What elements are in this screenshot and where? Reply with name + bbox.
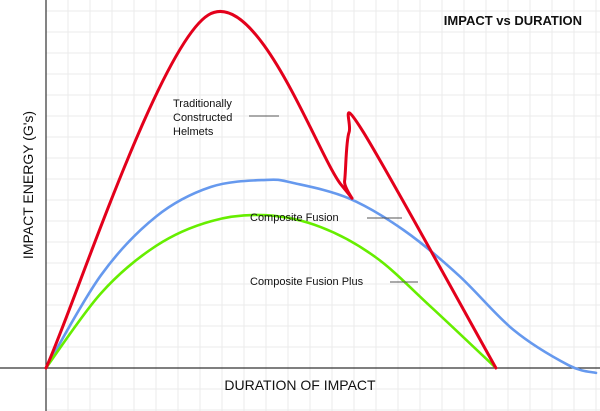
annotations: Traditionally Constructed Helmets Composite… xyxy=(173,98,364,288)
series-composite-fusion-line xyxy=(44,178,598,375)
grid xyxy=(46,0,600,411)
x-axis-label: DURATION OF IMPACT xyxy=(224,377,376,393)
series-lines xyxy=(44,10,598,375)
annotation-leaders xyxy=(249,115,418,283)
annotation-composite-fusion-line: Composite Fusion xyxy=(250,212,339,224)
annotation-traditional-line: Helmets xyxy=(173,126,214,138)
series-traditional-line xyxy=(44,10,498,370)
annotation-composite-fusion-plus-line: Composite Fusion Plus xyxy=(250,276,364,288)
chart-title: IMPACT vs DURATION xyxy=(444,13,582,28)
y-axis-label: IMPACT ENERGY (G's) xyxy=(20,111,36,259)
annotation-traditional-line: Constructed xyxy=(173,112,232,124)
annotation-traditional-line: Traditionally xyxy=(173,98,232,110)
series-composite-fusion-plus-line xyxy=(44,213,498,370)
